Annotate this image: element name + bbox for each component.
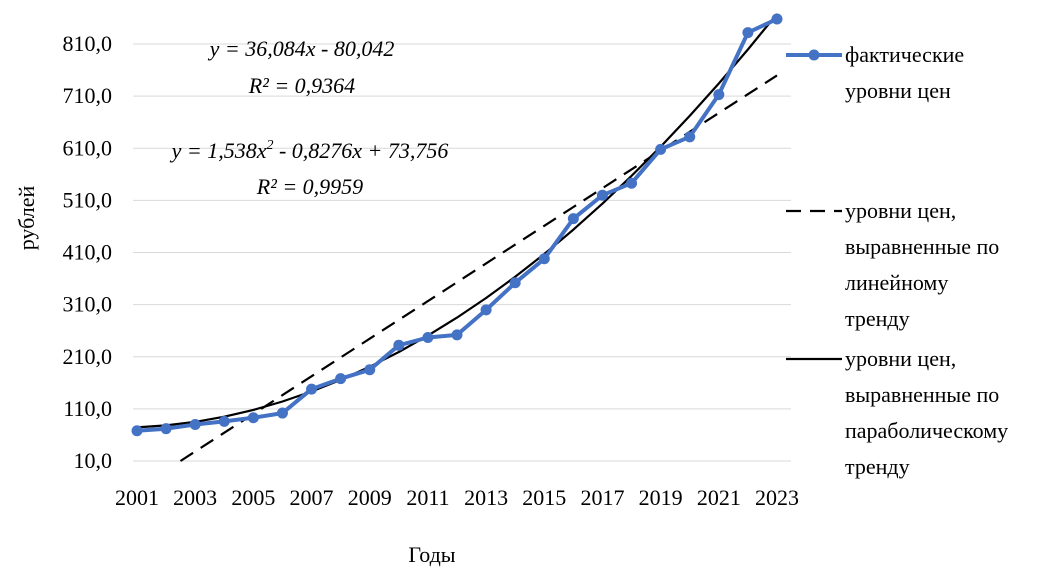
data-point [160, 423, 172, 435]
data-point [276, 407, 288, 419]
y-tick-label: 410,0 [63, 240, 113, 265]
parabolic-eq-part2: - 0,8276x + 73,756 [273, 138, 448, 163]
y-tick-label: 310,0 [63, 292, 113, 317]
data-point [218, 415, 230, 427]
y-tick-label: 610,0 [63, 135, 113, 160]
data-point [509, 277, 521, 289]
data-point [684, 131, 696, 143]
legend-label: тренду [845, 454, 910, 479]
data-point [596, 189, 608, 201]
legend-label: выравненные по [845, 234, 999, 259]
data-point [451, 329, 463, 341]
parabolic-trend-r2: R² = 0,9959 [256, 174, 363, 199]
x-tick-label: 2017 [580, 485, 624, 510]
legend-label: фактические [845, 42, 964, 67]
series-layer [131, 13, 783, 462]
x-tick-label: 2019 [639, 485, 683, 510]
legend-label: уровни цен, [845, 346, 956, 371]
legend-label: тренду [845, 306, 910, 331]
gridlines [133, 43, 791, 462]
data-point [480, 304, 492, 316]
legend: фактические уровни цен уровни цен, выравнен… [786, 42, 1008, 479]
data-point [655, 143, 667, 155]
y-tick-label: 110,0 [63, 396, 112, 421]
x-tick-label: 2015 [522, 485, 566, 510]
data-point [189, 419, 201, 431]
y-tick-labels: 10,0 110,0 210,0 310,0 410,0 510,0 610,0 710,0 8… [63, 31, 113, 473]
data-point [567, 213, 579, 225]
x-tick-label: 2011 [406, 485, 449, 510]
legend-label: уровни цен, [845, 198, 956, 223]
x-tick-label: 2009 [348, 485, 392, 510]
data-point [742, 27, 754, 39]
x-tick-label: 2005 [231, 485, 275, 510]
x-tick-label: 2003 [173, 485, 217, 510]
series-line [136, 17, 778, 433]
parabolic-eq-part1: y = 1,538x [170, 138, 267, 163]
series-line [136, 13, 778, 429]
y-tick-label: 810,0 [63, 31, 113, 56]
legend-label: линейному [845, 270, 948, 295]
y-tick-label: 710,0 [63, 83, 113, 108]
x-tick-label: 2001 [115, 485, 159, 510]
data-point [626, 177, 638, 189]
legend-label: уровни цен [845, 78, 951, 103]
x-tick-label: 2021 [697, 485, 741, 510]
data-point [422, 331, 434, 343]
data-point [306, 383, 318, 395]
data-point [713, 89, 725, 101]
parabolic-eq-sup: 2 [266, 138, 273, 153]
x-tick-label: 2007 [290, 485, 334, 510]
y-axis-title: рублей [14, 185, 39, 250]
parabolic-trend-equation: y = 1,538x2 - 0,8276x + 73,756 [170, 138, 449, 163]
data-point [131, 425, 143, 437]
x-tick-label: 2023 [755, 485, 799, 510]
x-tick-labels: 2001 2003 2005 2007 2009 2011 2013 2015 2017 2019… [115, 485, 799, 510]
data-point [538, 253, 550, 265]
data-point [364, 364, 376, 376]
data-point [335, 373, 347, 385]
linear-trend-r2: R² = 0,9364 [248, 73, 355, 98]
legend-label: параболическому [845, 418, 1008, 443]
y-tick-label: 510,0 [63, 187, 113, 212]
data-point [247, 412, 259, 424]
y-tick-label: 210,0 [63, 344, 113, 369]
data-point [393, 339, 405, 351]
legend-label: выравненные по [845, 382, 999, 407]
legend-marker [808, 49, 820, 61]
x-axis-title: Годы [408, 542, 455, 567]
linear-trend-equation: y = 36,084x - 80,042 [208, 36, 395, 61]
x-tick-label: 2013 [464, 485, 508, 510]
data-point [771, 13, 783, 25]
y-tick-label: 10,0 [74, 448, 113, 473]
